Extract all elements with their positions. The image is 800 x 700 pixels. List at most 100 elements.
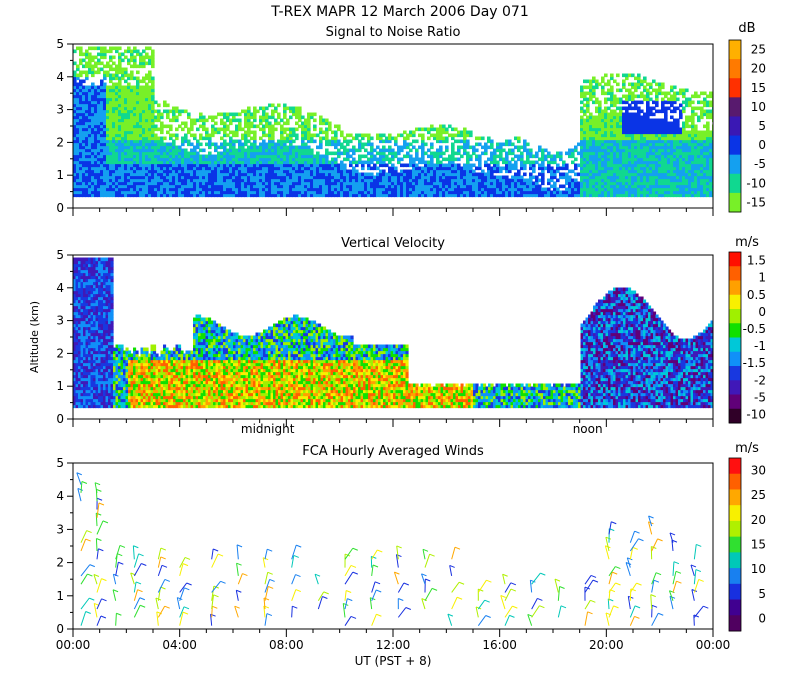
snr-cell [475,178,479,183]
snr-cell [88,70,92,75]
snr-cell [145,73,149,78]
snr-cell [283,127,287,132]
snr-cell [151,103,155,108]
snr-cell [466,178,470,183]
snr-cell [280,148,284,153]
snr-cell [169,187,173,192]
snr-cell [661,181,665,186]
snr-cell [253,124,257,129]
snr-cell [496,166,500,171]
snr-cell [337,178,341,183]
snr-cell [310,115,314,120]
snr-cell [142,64,146,69]
snr-cell [670,157,674,162]
snr-cell [679,130,683,135]
snr-cell [388,148,392,153]
snr-cell [580,109,584,114]
snr-cell [91,100,95,105]
snr-cell [235,139,239,144]
snr-cell [238,118,242,123]
snr-cell [505,160,509,165]
snr-cell [265,154,269,159]
snr-cell [583,157,587,162]
snr-cell [229,142,233,147]
snr-cell [79,136,83,141]
snr-cell [616,142,620,147]
snr-cell [592,172,596,177]
snr-cell [151,181,155,186]
snr-cell [160,181,164,186]
snr-cell [295,190,299,195]
snr-cell [628,91,632,96]
snr-cell [304,157,308,162]
snr-cell [502,184,506,189]
snr-cell [388,184,392,189]
snr-cell [91,178,95,183]
snr-cell [100,139,104,144]
snr-cell [589,178,593,183]
snr-cell [205,160,209,165]
snr-cell [433,154,437,159]
snr-cell [394,172,398,177]
snr-cell [358,133,362,138]
snr-cell [616,163,620,168]
snr-cell [430,160,434,165]
snr-cell [226,175,230,180]
snr-cell [112,109,116,114]
snr-cell [238,124,242,129]
snr-cell [97,184,101,189]
snr-cell [82,136,86,141]
snr-cell [601,76,605,81]
snr-cell [364,142,368,147]
snr-cell [73,181,77,186]
snr-cell [529,148,533,153]
snr-cell [508,190,512,195]
snr-cell [223,157,227,162]
snr-cell [460,166,464,171]
snr-cell [298,145,302,150]
snr-cell [415,187,419,192]
snr-cell [163,157,167,162]
snr-cell [97,130,101,135]
snr-cell [613,109,617,114]
snr-cell [658,109,662,114]
snr-cell [295,136,299,141]
snr-cell [121,190,125,195]
snr-cell [112,133,116,138]
snr-cell [604,178,608,183]
snr-cell [595,169,599,174]
snr-cell [538,184,542,189]
snr-cell [493,187,497,192]
snr-cell [133,181,137,186]
snr-cell [277,163,281,168]
snr-cell [265,142,269,147]
snr-cell [127,49,131,54]
snr-cell [118,88,122,93]
snr-cell [229,130,233,135]
snr-cell [280,184,284,189]
snr-cell [346,139,350,144]
snr-cell [628,160,632,165]
snr-cell [136,94,140,99]
snr-cell [277,193,281,198]
snr-cell [517,172,521,177]
snr-cell [109,88,113,93]
snr-cell [634,193,638,198]
snr-cell [415,166,419,171]
snr-cell [133,142,137,147]
snr-cell [496,175,500,180]
snr-cell [421,172,425,177]
snr-cell [145,187,149,192]
snr-cell [343,157,347,162]
snr-cell [97,97,101,102]
snr-cell [613,157,617,162]
snr-cell [148,130,152,135]
snr-cell [256,148,260,153]
snr-cell [358,142,362,147]
snr-cell [247,109,251,114]
snr-cell [181,190,185,195]
snr-cell [664,151,668,156]
snr-cell [307,112,311,117]
snr-cell [115,160,119,165]
snr-cell [166,178,170,183]
